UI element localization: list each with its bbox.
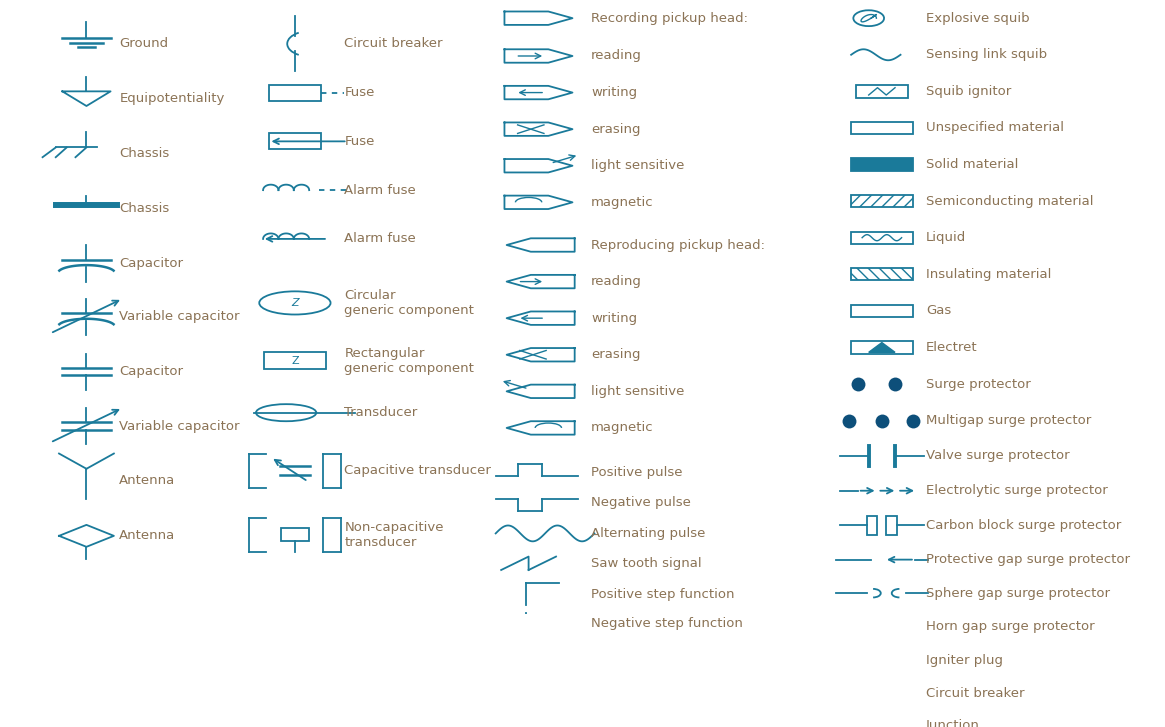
Text: Z: Z — [291, 298, 298, 308]
Bar — [264, 353, 326, 369]
Text: Explosive squib: Explosive squib — [926, 12, 1030, 25]
Text: Unspecified material: Unspecified material — [926, 121, 1064, 134]
Text: Capacitive transducer: Capacitive transducer — [345, 464, 492, 477]
Text: Insulating material: Insulating material — [926, 268, 1051, 281]
Text: magnetic: magnetic — [591, 422, 654, 435]
Text: erasing: erasing — [591, 348, 641, 361]
Bar — [852, 342, 912, 353]
Bar — [852, 232, 912, 244]
Text: Antenna: Antenna — [119, 475, 176, 488]
Text: Alternating pulse: Alternating pulse — [591, 527, 706, 540]
Text: Squib ignitor: Squib ignitor — [926, 85, 1011, 98]
Bar — [852, 268, 912, 281]
Bar — [269, 84, 322, 100]
Text: Rectangular
generic component: Rectangular generic component — [345, 347, 474, 375]
Text: Variable capacitor: Variable capacitor — [119, 419, 240, 433]
Text: Circular
generic component: Circular generic component — [345, 289, 474, 317]
Text: erasing: erasing — [591, 123, 641, 136]
Text: writing: writing — [591, 86, 637, 99]
Text: Reproducing pickup head:: Reproducing pickup head: — [591, 238, 765, 252]
Text: Equipotentiality: Equipotentiality — [119, 92, 225, 105]
Text: Capacitor: Capacitor — [119, 257, 183, 270]
Text: Z: Z — [291, 356, 298, 366]
Text: Sensing link squib: Sensing link squib — [926, 48, 1047, 61]
Text: Electrolytic surge protector: Electrolytic surge protector — [926, 484, 1108, 497]
Text: Semiconducting material: Semiconducting material — [926, 195, 1093, 208]
Text: Chassis: Chassis — [119, 147, 170, 160]
Text: Alarm fuse: Alarm fuse — [345, 184, 416, 196]
Text: Valve surge protector: Valve surge protector — [926, 449, 1069, 462]
Text: reading: reading — [591, 275, 642, 288]
Text: light sensitive: light sensitive — [591, 159, 685, 172]
Text: Positive step function: Positive step function — [591, 588, 735, 601]
Bar — [855, 84, 909, 98]
Bar — [852, 122, 912, 134]
Text: Horn gap surge protector: Horn gap surge protector — [926, 620, 1094, 633]
Text: Negative pulse: Negative pulse — [591, 497, 691, 510]
Text: Surge protector: Surge protector — [926, 377, 1031, 390]
Text: Junction: Junction — [926, 719, 980, 727]
Bar — [852, 305, 912, 317]
Text: Multigap surge protector: Multigap surge protector — [926, 414, 1090, 427]
Text: Protective gap surge protector: Protective gap surge protector — [926, 553, 1130, 566]
Text: Igniter plug: Igniter plug — [926, 654, 1003, 667]
Text: light sensitive: light sensitive — [591, 385, 685, 398]
Bar — [867, 515, 877, 535]
Bar — [857, 653, 906, 667]
Text: Chassis: Chassis — [119, 202, 170, 215]
Text: Transducer: Transducer — [345, 406, 417, 419]
Text: Saw tooth signal: Saw tooth signal — [591, 558, 701, 571]
Text: Variable capacitor: Variable capacitor — [119, 310, 240, 324]
Text: Circuit breaker: Circuit breaker — [926, 687, 1024, 699]
Text: writing: writing — [591, 312, 637, 325]
Text: Carbon block surge protector: Carbon block surge protector — [926, 519, 1121, 532]
Bar — [852, 195, 912, 207]
Text: Circuit breaker: Circuit breaker — [345, 37, 443, 50]
Text: Electret: Electret — [926, 341, 977, 354]
Bar — [281, 528, 309, 542]
Text: Fuse: Fuse — [345, 134, 375, 148]
Text: Alarm fuse: Alarm fuse — [345, 233, 416, 246]
Text: Ground: Ground — [119, 37, 169, 50]
Bar — [887, 515, 897, 535]
Text: Antenna: Antenna — [119, 529, 176, 542]
Text: Fuse: Fuse — [345, 86, 375, 99]
Polygon shape — [869, 342, 895, 353]
Text: Negative step function: Negative step function — [591, 617, 743, 630]
Bar — [269, 134, 322, 149]
Text: Positive pulse: Positive pulse — [591, 466, 683, 479]
Text: magnetic: magnetic — [591, 196, 654, 209]
Text: Solid material: Solid material — [926, 158, 1018, 171]
Text: Sphere gap surge protector: Sphere gap surge protector — [926, 587, 1110, 600]
Text: Recording pickup head:: Recording pickup head: — [591, 12, 748, 25]
Text: reading: reading — [591, 49, 642, 63]
Text: Non-capacitive
transducer: Non-capacitive transducer — [345, 521, 444, 549]
Text: Gas: Gas — [926, 305, 951, 318]
Bar — [852, 158, 912, 171]
Text: Liquid: Liquid — [926, 231, 966, 244]
Text: Capacitor: Capacitor — [119, 366, 183, 378]
